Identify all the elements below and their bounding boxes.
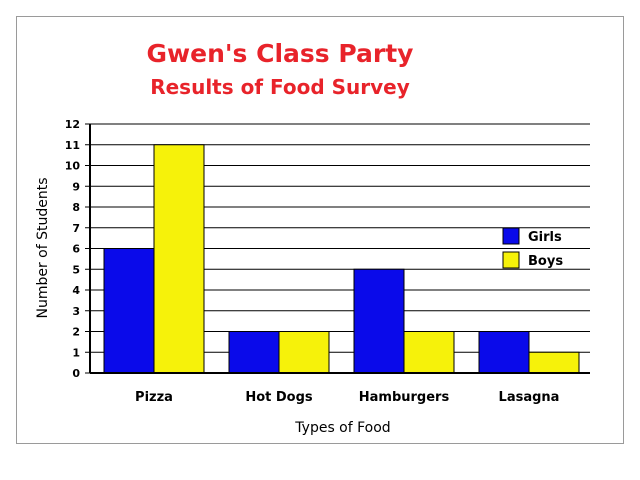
y-axis-label: Number of Students [35,177,51,318]
y-tick-label: 6 [72,243,80,256]
x-tick-label: Lasagna [499,390,560,405]
legend-swatch-girls [502,227,520,245]
y-tick-label: 10 [65,160,81,173]
bar-boys-pizza [153,144,205,374]
y-tick-label: 3 [72,305,80,318]
bar-boys-hamburgers [403,331,455,374]
bar-girls-lasagna [478,331,530,374]
y-tick-label: 0 [72,367,80,380]
y-tick-label: 7 [72,222,80,235]
y-tick-label: 11 [65,139,80,152]
chart-title: Gwen's Class Party [146,39,414,68]
bar-girls-hot-dogs [228,331,280,374]
x-tick-label: Pizza [135,390,173,405]
x-axis-label: Types of Food [294,420,390,436]
y-tick-label: 2 [72,326,80,339]
y-tick-label: 4 [72,284,80,297]
y-tick-label: 5 [72,263,80,276]
x-tick-label: Hot Dogs [245,390,313,405]
y-tick-label: 1 [72,346,80,359]
y-tick-label: 9 [72,180,80,193]
chart-subtitle: Results of Food Survey [150,75,410,99]
y-tick-label: 8 [72,201,80,214]
bar-boys-hot-dogs [278,331,330,374]
x-tick-label: Hamburgers [359,390,450,405]
bar-girls-pizza [103,248,155,374]
bar-boys-lasagna [528,351,580,374]
legend-label-girls: Girls [528,230,562,245]
y-tick-label: 12 [65,118,80,131]
bar-girls-hamburgers [353,268,405,374]
legend-swatch-boys [502,251,520,269]
legend-label-boys: Boys [528,254,563,269]
